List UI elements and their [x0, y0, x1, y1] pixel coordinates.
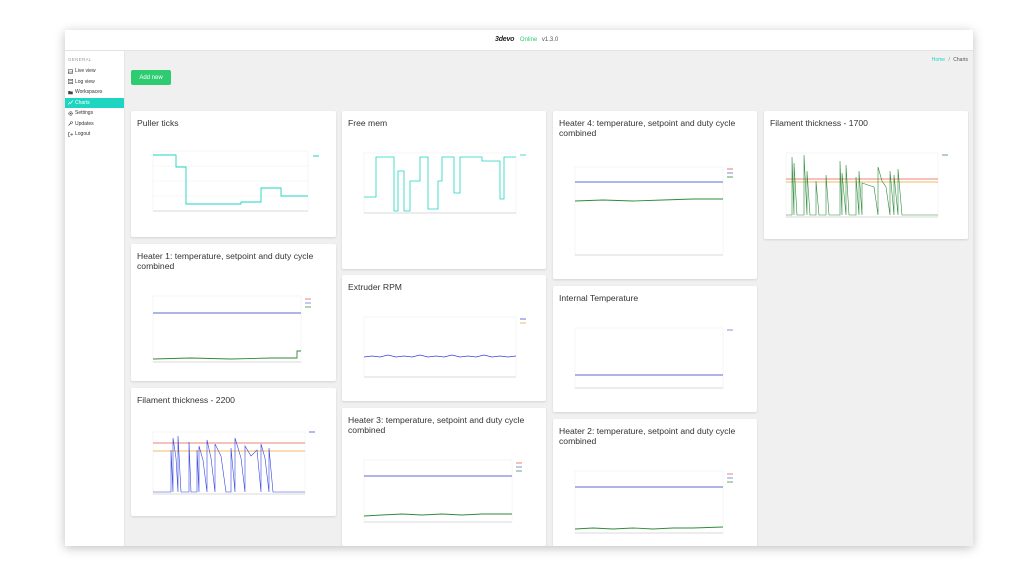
folder-icon	[68, 90, 73, 94]
chart-plot	[363, 459, 522, 523]
chart-plot	[574, 470, 733, 534]
sidebar-item-label: Updates	[75, 120, 94, 127]
chart-title: Extruder RPM	[348, 282, 402, 292]
sidebar-item-logout[interactable]: Logout	[65, 129, 124, 140]
chart-card-extruder-rpm[interactable]: Extruder RPM	[342, 275, 546, 401]
chart-card-free-mem[interactable]: Free mem	[342, 111, 546, 269]
sidebar-item-charts[interactable]: Charts	[65, 97, 124, 108]
chart-plot	[785, 152, 948, 218]
chart-title: Puller ticks	[137, 118, 179, 128]
sidebar-item-live-view[interactable]: Live view	[65, 66, 124, 77]
chart-card-heater-3[interactable]: Heater 3: temperature, setpoint and duty…	[342, 408, 546, 546]
list-icon	[68, 79, 73, 85]
sidebar-item-label: Workspaces	[75, 89, 103, 96]
sidebar-item-label: Settings	[75, 110, 94, 117]
breadcrumb: Home / Charts	[932, 57, 968, 63]
app-version: v1.3.0	[541, 37, 559, 43]
sidebar-item-label: Live view	[75, 68, 96, 75]
chart-title: Internal Temperature	[559, 293, 639, 303]
chart-title: Heater 2: temperature, setpoint and duty…	[559, 426, 736, 446]
chart-title: Free mem	[348, 118, 388, 128]
sidebar-item-label: Log view	[75, 78, 95, 85]
brand-logo: 3devo	[495, 36, 515, 43]
chart-plot	[152, 295, 311, 363]
breadcrumb-separator: /	[948, 57, 950, 63]
sidebar-item-settings[interactable]: Settings	[65, 108, 124, 119]
chart-title: Heater 3: temperature, setpoint and duty…	[348, 415, 525, 435]
sidebar-item-updates[interactable]: Updates	[65, 119, 124, 130]
image-icon	[68, 69, 73, 74]
sidebar-item-label: Charts	[75, 99, 90, 106]
chart-card-filament-1700[interactable]: Filament thickness - 1700	[764, 111, 968, 239]
chart-plot	[363, 316, 526, 378]
chart-title: Filament thickness - 2200	[137, 395, 235, 405]
chart-plot	[152, 431, 315, 495]
chart-plot	[574, 166, 733, 256]
chart-plot	[574, 327, 733, 389]
chart-title: Heater 4: temperature, setpoint and duty…	[559, 118, 736, 138]
chart-icon	[68, 100, 73, 105]
chart-plot	[152, 150, 319, 212]
logout-icon	[68, 131, 73, 137]
breadcrumb-home-link[interactable]: Home	[931, 57, 946, 63]
chart-card-filament-2200[interactable]: Filament thickness - 2200	[131, 388, 336, 516]
sidebar-item-log-view[interactable]: Log view	[65, 77, 124, 88]
sidebar-item-label: Logout	[75, 131, 91, 138]
top-bar: 3devo Online v1.3.0	[65, 30, 973, 51]
sidebar: GENERAL Live view Log view Workspaces Ch…	[65, 51, 125, 546]
connection-status: Online	[519, 37, 538, 43]
sidebar-item-workspaces[interactable]: Workspaces	[65, 87, 124, 98]
chart-card-puller-ticks[interactable]: Puller ticks	[131, 111, 336, 237]
chart-card-heater-2[interactable]: Heater 2: temperature, setpoint and duty…	[553, 419, 757, 546]
add-new-button[interactable]: Add new	[131, 70, 171, 85]
chart-card-heater-1[interactable]: Heater 1: temperature, setpoint and duty…	[131, 244, 336, 381]
breadcrumb-current: Charts	[953, 57, 968, 63]
app-window: 3devo Online v1.3.0 GENERAL Live view Lo…	[65, 30, 973, 546]
sidebar-section-label: GENERAL	[68, 57, 92, 62]
chart-title: Heater 1: temperature, setpoint and duty…	[137, 251, 314, 271]
chart-card-heater-4[interactable]: Heater 4: temperature, setpoint and duty…	[553, 111, 757, 279]
brand: 3devo Online v1.3.0	[495, 36, 558, 43]
gear-icon	[68, 111, 73, 116]
chart-title: Filament thickness - 1700	[770, 118, 868, 128]
wrench-icon	[68, 121, 73, 127]
chart-card-internal-temperature[interactable]: Internal Temperature	[553, 286, 757, 412]
chart-plot	[363, 152, 526, 214]
